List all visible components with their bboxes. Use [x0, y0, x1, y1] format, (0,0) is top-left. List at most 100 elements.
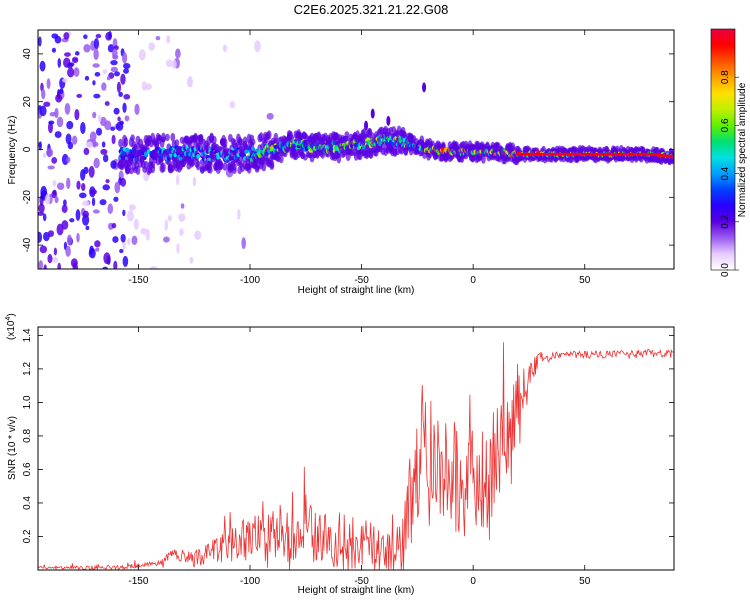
colorbar-tick-label: 0.8 — [720, 70, 731, 84]
spectrogram-noise-blob — [38, 203, 45, 213]
spectrogram-noise-blob — [57, 57, 62, 68]
spectrogram-x-tick-label: 0 — [470, 275, 476, 286]
spectrogram-x-ticks: -150 -100 -50 0 50 — [128, 30, 591, 286]
spectrogram-noise-blob — [122, 209, 126, 217]
spectrogram-noise-blob — [127, 237, 131, 246]
spectrogram-noise-blob — [114, 71, 120, 77]
spectrogram-ridge-halo — [266, 130, 272, 140]
spectrogram-noise-blob — [89, 189, 97, 195]
spectrogram-noise-blob — [108, 30, 112, 40]
spectrogram-noise-blob — [86, 141, 93, 148]
spectrogram-noise-blob — [111, 222, 117, 229]
spectrogram-ridge-halo — [278, 154, 284, 164]
spectrogram-noise-blob — [61, 204, 68, 213]
spectrogram-noise-blob — [65, 133, 72, 145]
spectrogram-noise-blob — [61, 78, 69, 83]
spectrogram-ridge-halo — [273, 132, 279, 143]
spectrogram-noise-blob — [110, 60, 118, 66]
spectrogram-noise-blob — [102, 69, 108, 75]
spectrogram-noise-blob — [38, 260, 44, 269]
spectrogram-noise-blob — [167, 215, 173, 222]
spectrogram-noise-blob — [138, 49, 146, 61]
spectrogram-y-label: Frequency (Hz) — [7, 116, 18, 185]
spectrogram-noise-blob — [171, 59, 177, 69]
spectrogram-noise-blob — [107, 203, 114, 215]
spectrogram-noise-blob — [122, 255, 129, 268]
spectrogram-noise-blob — [66, 120, 74, 130]
snr-y-tick-label: 0.2 — [22, 529, 33, 543]
colorbar-tick-label: 0.6 — [720, 118, 731, 132]
spectrogram-noise-blob — [38, 36, 42, 47]
spectrogram-noise-blob — [54, 107, 59, 119]
spectrogram-noise-blob — [120, 73, 126, 85]
spectrogram-noise-blob — [84, 75, 90, 81]
spectrogram-x-tick-label: -100 — [240, 275, 260, 286]
spectrogram-noise-blob — [72, 262, 78, 269]
spectrogram-noise-blob — [102, 154, 109, 163]
spectrogram-noise-blob — [95, 33, 102, 39]
spectrogram-noise-blob — [120, 233, 126, 243]
spectrogram-ridge-halo — [231, 167, 237, 174]
spectrogram-noise-blob — [176, 243, 180, 255]
snr-y-tick-label: 0.4 — [22, 496, 33, 510]
spectrogram-noise-blob — [114, 181, 121, 194]
colorbar-label: Normalized spectral amplitude — [737, 82, 748, 217]
spectrogram-noise-blob — [50, 256, 59, 263]
colorbar-tick-label: 0.0 — [720, 263, 731, 277]
spectrogram-noise-blob — [39, 245, 48, 254]
spectrogram-ridge-halo — [119, 163, 125, 171]
spectrogram-noise-blob — [56, 116, 64, 128]
snr-y-ticks: 0.2 0.4 0.6 0.8 1.0 1.2 1.4 — [22, 328, 674, 543]
spectrogram-noise-blob — [93, 48, 99, 61]
spectrogram-noise-blob — [115, 121, 124, 132]
spectrogram-noise-blob — [163, 236, 170, 243]
spectrogram-noise-blob — [39, 60, 46, 72]
spectrogram-noise-blob — [80, 122, 86, 134]
spectrogram-noise-blob — [123, 94, 131, 100]
spectrogram-noise-blob — [104, 101, 110, 106]
spectrogram-noise-blob — [113, 196, 119, 202]
spectrogram-ridge-halo — [207, 160, 213, 170]
snr-multiplier-suffix: ) — [6, 313, 17, 316]
snr-x-tick-label: 50 — [579, 576, 591, 587]
spectrogram-noise-blob — [69, 218, 75, 223]
spectrogram-ridge-core — [196, 154, 201, 159]
spectrogram-ridge-halo — [368, 150, 374, 159]
spectrogram-noise-blob — [123, 68, 130, 74]
spectrogram-ridge-halo — [207, 166, 213, 174]
spectrogram-noise-blob — [88, 247, 96, 259]
snr-multiplier-exponent: 4 — [5, 317, 12, 321]
spectrogram-noise-blob — [222, 44, 228, 53]
spectrogram-ridge-halo — [402, 130, 407, 139]
snr-series-line — [38, 342, 674, 570]
snr-y-label: SNR (10 * v/v) — [7, 416, 18, 480]
spectrogram-x-tick-label: -150 — [128, 275, 148, 286]
spectrogram-noise-blob — [102, 184, 110, 191]
snr-panel: -150 -100 -50 0 50 0.2 0.4 0.6 0.8 1.0 1.2 1.4 (x1… — [5, 313, 675, 596]
spectrogram-noise-blob — [57, 262, 62, 269]
spectrogram-noise-blob — [131, 235, 138, 245]
spectrogram-noise-blob — [67, 141, 74, 150]
spectrogram-noise-blob — [95, 247, 100, 252]
spectrogram-noise-blob — [47, 230, 55, 237]
spectrogram-ridge-halo — [380, 142, 386, 150]
spectrogram-noise-blob — [116, 81, 122, 93]
spectrogram-ridge-halo — [250, 138, 256, 146]
spectrogram-noise-blob — [103, 252, 111, 265]
spectrogram-noise-blob — [51, 190, 57, 199]
spectrogram-noise-blob — [122, 102, 127, 113]
spectrogram-noise-blob — [134, 103, 140, 116]
spectrogram-noise-blob — [110, 126, 116, 131]
spectrogram-ridge-halo — [170, 132, 176, 142]
spectrogram-noise-blob — [52, 179, 57, 187]
spectrogram-noise-blob — [145, 228, 150, 241]
spectrogram-ridge-halo — [161, 162, 166, 173]
spectrogram-noise-blob — [66, 156, 71, 163]
spectrogram-noise-blob — [38, 211, 45, 216]
spectrogram-spur — [364, 120, 369, 131]
spectrogram-noise-blob — [188, 75, 193, 88]
spectrogram-noise-blob — [105, 179, 110, 184]
spectrogram-noise-blob — [102, 266, 108, 269]
spectrogram-noise-blob — [148, 42, 156, 51]
snr-y-tick-label: 1.4 — [22, 328, 33, 342]
